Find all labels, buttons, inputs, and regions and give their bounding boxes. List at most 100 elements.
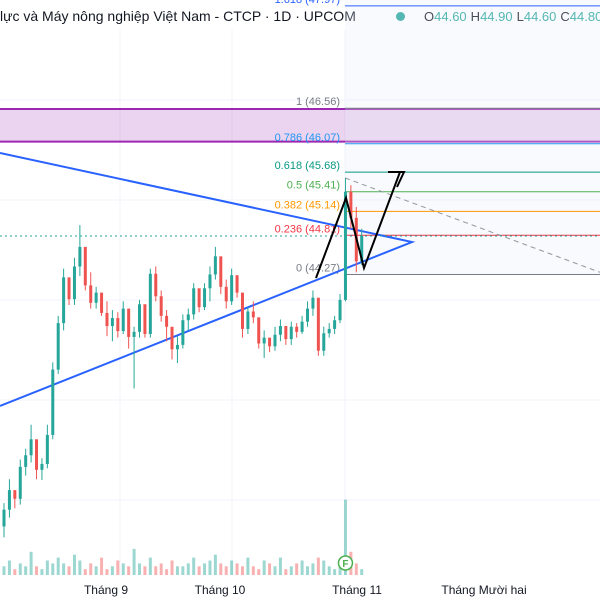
volume-bar (121, 563, 125, 575)
symbol-title[interactable]: lực và Máy nông nghiệp Việt Nam - CTCP ·… (0, 8, 356, 24)
candle-body (35, 439, 39, 470)
volume-bar (154, 566, 158, 575)
volume-bar (67, 566, 71, 575)
volume-bar (170, 560, 174, 575)
resistance-zone[interactable] (0, 107, 600, 143)
candle-body (45, 434, 49, 464)
volume-bar (100, 557, 104, 575)
volume-bar (262, 560, 266, 575)
x-axis-label-1: Tháng 10 (195, 583, 246, 597)
volume-bar (2, 566, 6, 575)
volume-bar (213, 554, 217, 575)
volume-bar (192, 557, 196, 575)
candle-body (2, 509, 6, 527)
chart-grid (0, 30, 600, 575)
candle-body (322, 333, 326, 351)
candle-body (138, 304, 141, 332)
volume-bar (284, 569, 288, 575)
time-axis: Tháng 9 Tháng 10 Tháng 11 Tháng Mười hai (84, 583, 527, 597)
candle-body (110, 318, 114, 327)
market-status-icon (396, 12, 405, 21)
volume-bar (295, 563, 299, 575)
projection-zigzag (315, 171, 401, 279)
volume-bar (360, 569, 364, 575)
volume-bar (62, 563, 66, 575)
volume-bar (35, 566, 39, 575)
candle-body (62, 277, 66, 324)
volume-bar (159, 563, 163, 575)
candle-body (327, 328, 331, 334)
candle-body (56, 323, 60, 370)
volume-bar (219, 563, 223, 575)
volume-bar (13, 569, 17, 575)
candle-body (13, 490, 17, 499)
arrow-head-icon (388, 171, 406, 188)
candle-body (29, 439, 33, 456)
triangle-lines (0, 152, 416, 407)
candle-body (143, 304, 147, 335)
candle-body (116, 318, 120, 332)
candle-body (78, 246, 82, 267)
volume-bar (186, 563, 190, 575)
volume-bar (45, 560, 49, 575)
volume-bar (235, 563, 239, 575)
candle-body (186, 314, 190, 321)
ohlc-open-value: 44.60 (434, 9, 467, 24)
fib-label-1.618: 1.618 (47.97) (275, 0, 340, 6)
volume-bar (72, 554, 76, 575)
volume-bar (89, 563, 93, 575)
fib-extension[interactable]: 2.618 (50.26)1.618 (47.97)1 (46.56)0.786… (275, 0, 600, 275)
volume-bar (322, 560, 326, 575)
candle-body (316, 297, 320, 351)
candle-body (224, 286, 228, 302)
candle-body (165, 315, 169, 327)
fib-label-0.236: 0.236 (44.81) (275, 223, 340, 235)
candle-body (121, 308, 125, 332)
candle-body (273, 334, 277, 347)
volume-bar (311, 563, 315, 575)
candle-body (338, 299, 342, 321)
volume-bar (40, 569, 44, 575)
volume-bar (197, 566, 201, 575)
triangle-pattern[interactable] (0, 152, 416, 407)
volume-bar (175, 566, 179, 575)
event-marker-icon (337, 555, 354, 571)
candle-body (192, 288, 196, 315)
volume-bar (83, 569, 87, 575)
ohlc-open-key: O (424, 9, 435, 24)
candle-body (83, 246, 87, 286)
candlestick-series (0, 177, 600, 538)
candle-body (300, 321, 304, 332)
candle-body (94, 292, 98, 303)
ohlc-low-key: L (516, 9, 524, 24)
fib-trend-dashed (344, 177, 600, 273)
volume-bar (246, 557, 250, 575)
volume-bar (181, 566, 185, 575)
event-marker-label: F (342, 559, 348, 570)
volume-bar (132, 548, 136, 575)
volume-bar (7, 560, 11, 575)
volume-bar (94, 566, 98, 575)
candle-body (230, 275, 234, 302)
x-axis-label-2: Tháng 11 (332, 583, 382, 597)
candle-body (181, 320, 185, 345)
candle-body (235, 275, 239, 293)
volume-bar (251, 566, 255, 575)
candle-body (67, 277, 71, 300)
candle-body (262, 337, 266, 344)
candle-body (257, 317, 261, 344)
fib-label-0.382: 0.382 (45.14) (275, 199, 340, 211)
candle-body (268, 337, 272, 347)
candle-body (127, 308, 131, 337)
ohlc-high-key: H (470, 9, 481, 24)
candle-body (208, 274, 212, 289)
volume-bar (105, 569, 109, 575)
candle-body (170, 326, 174, 350)
candle-body (105, 312, 109, 327)
x-axis-label-3: Tháng Mười hai (441, 583, 526, 597)
fib-label-0: 0 (44.27) (296, 262, 340, 274)
volume-bar (224, 566, 228, 575)
candle-body (246, 311, 250, 329)
projection-arrows[interactable] (315, 171, 406, 279)
